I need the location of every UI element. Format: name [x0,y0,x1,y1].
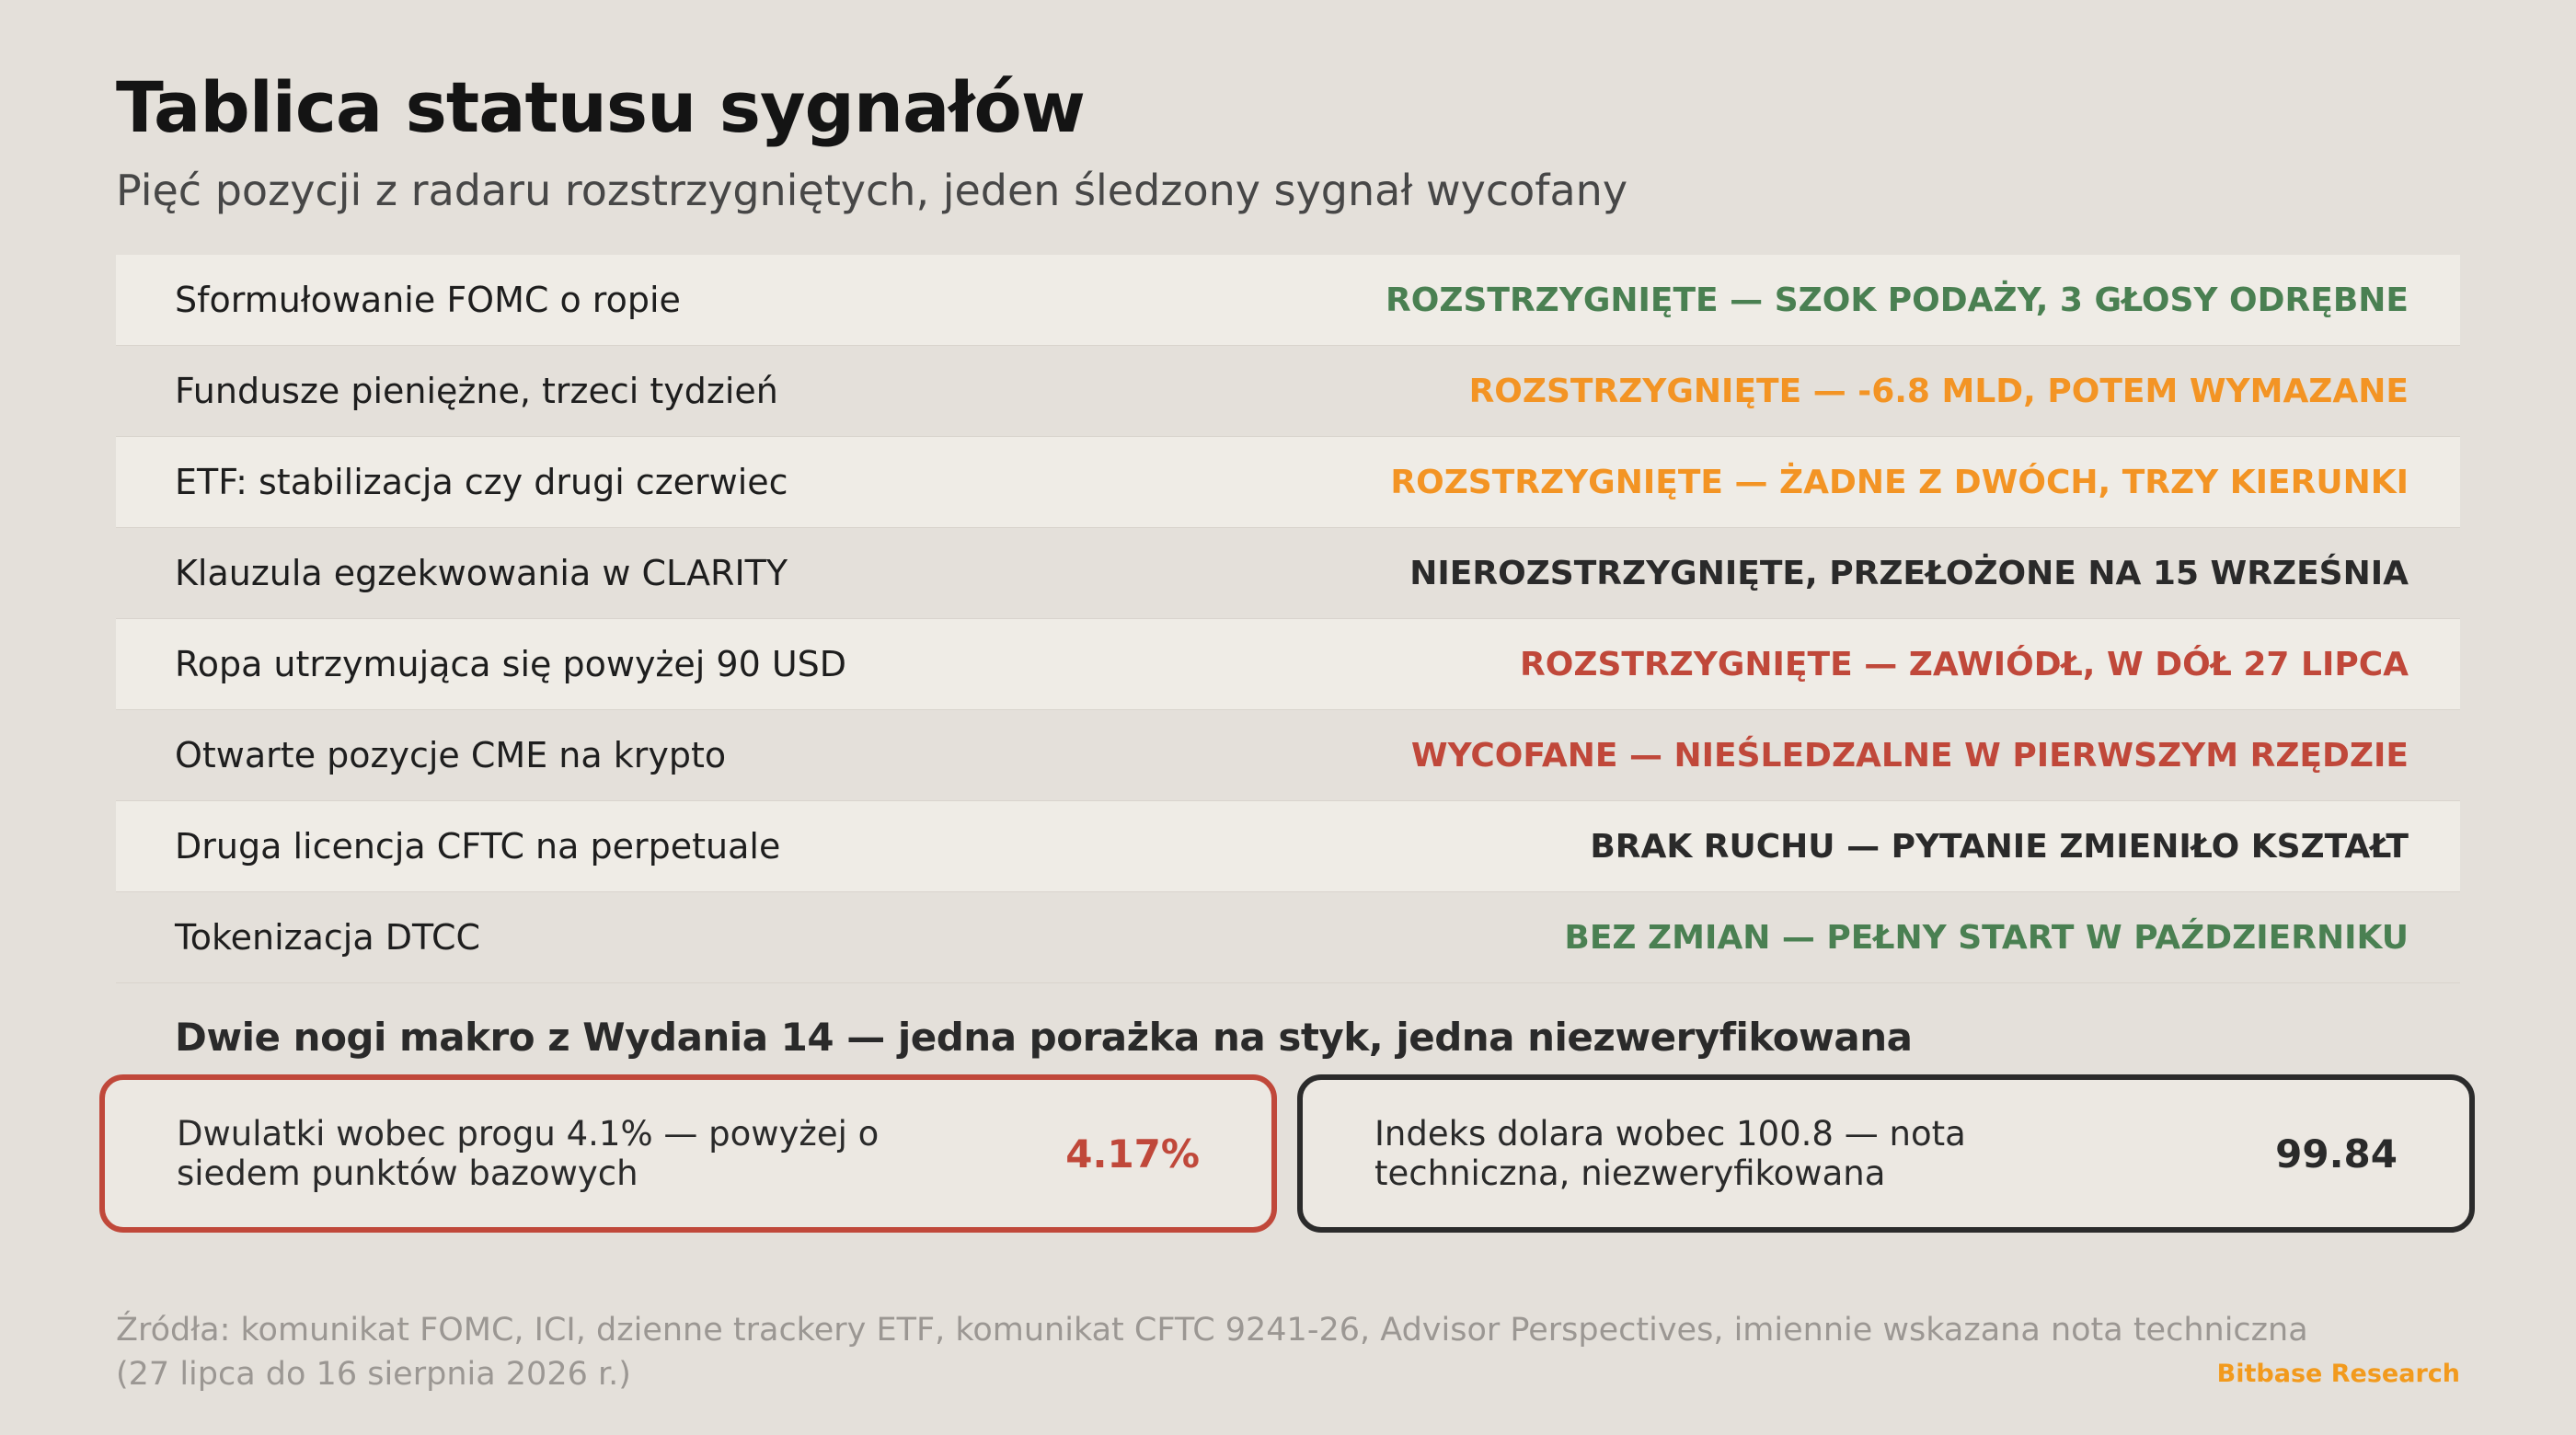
row-label: Otwarte pozycje CME na krypto [175,735,727,775]
row-status: NIEROZSTRZYGNIĘTE, PRZEŁOŻONE NA 15 WRZE… [1409,554,2409,592]
section-heading: Dwie nogi makro z Wydania 14 — jedna por… [175,1015,1913,1060]
row-status: ROZSTRZYGNIĘTE — SZOK PODAŻY, 3 GŁOSY OD… [1386,281,2409,319]
table-row: Otwarte pozycje CME na krypto WYCOFANE —… [116,710,2460,801]
table-row: ETF: stabilizacja czy drugi czerwiec ROZ… [116,437,2460,528]
row-status: ROZSTRZYGNIĘTE — -6.8 MLD, POTEM WYMAZAN… [1468,372,2409,410]
footer-source-note: Źródła: komunikat FOMC, ICI, dzienne tra… [116,1312,2308,1393]
row-label: ETF: stabilizacja czy drugi czerwiec [175,462,788,502]
row-label: Sformułowanie FOMC o ropie [175,280,681,320]
page-title: Tablica statusu sygnałów [116,66,1086,148]
metric-label: Dwulatki wobec progu 4.1% — powyżej o si… [177,1114,880,1193]
row-status: BEZ ZMIAN — PEŁNY START W PAŹDZIERNIKU [1564,918,2409,957]
table-row: Fundusze pieniężne, trzeci tydzień ROZST… [116,346,2460,437]
brand-label: Bitbase Research [2216,1360,2460,1388]
row-status: WYCOFANE — NIEŚLEDZALNE W PIERWSZYM RZĘD… [1410,736,2409,775]
row-status: ROZSTRZYGNIĘTE — ŻADNE Z DWÓCH, TRZY KIE… [1390,463,2409,501]
metric-card-dollar-index: Indeks dolara wobec 100.8 — nota technic… [1297,1074,2475,1233]
metric-label: Indeks dolara wobec 100.8 — nota technic… [1374,1114,1966,1193]
signal-status-table: Sformułowanie FOMC o ropie ROZSTRZYGNIĘT… [116,255,2460,983]
metric-value: 99.84 [2275,1131,2398,1177]
row-label: Tokenizacja DTCC [175,917,481,958]
table-row: Tokenizacja DTCC BEZ ZMIAN — PEŁNY START… [116,892,2460,983]
row-status: ROZSTRZYGNIĘTE — ZAWIÓDŁ, W DÓŁ 27 LIPCA [1520,645,2409,683]
row-label: Klauzula egzekwowania w CLARITY [175,553,788,593]
table-row: Klauzula egzekwowania w CLARITY NIEROZST… [116,528,2460,619]
row-status: BRAK RUCHU — PYTANIE ZMIENIŁO KSZTAŁT [1590,827,2409,866]
table-row: Ropa utrzymująca się powyżej 90 USD ROZS… [116,619,2460,710]
table-row: Sformułowanie FOMC o ropie ROZSTRZYGNIĘT… [116,255,2460,346]
row-label: Druga licencja CFTC na perpetuale [175,826,781,867]
metric-value: 4.17% [1065,1131,1200,1177]
page-subtitle: Pięć pozycji z radaru rozstrzygniętych, … [116,166,1628,215]
metric-card-two-year-yield: Dwulatki wobec progu 4.1% — powyżej o si… [99,1074,1277,1233]
row-label: Ropa utrzymująca się powyżej 90 USD [175,644,847,684]
table-row: Druga licencja CFTC na perpetuale BRAK R… [116,801,2460,892]
row-label: Fundusze pieniężne, trzeci tydzień [175,371,778,411]
